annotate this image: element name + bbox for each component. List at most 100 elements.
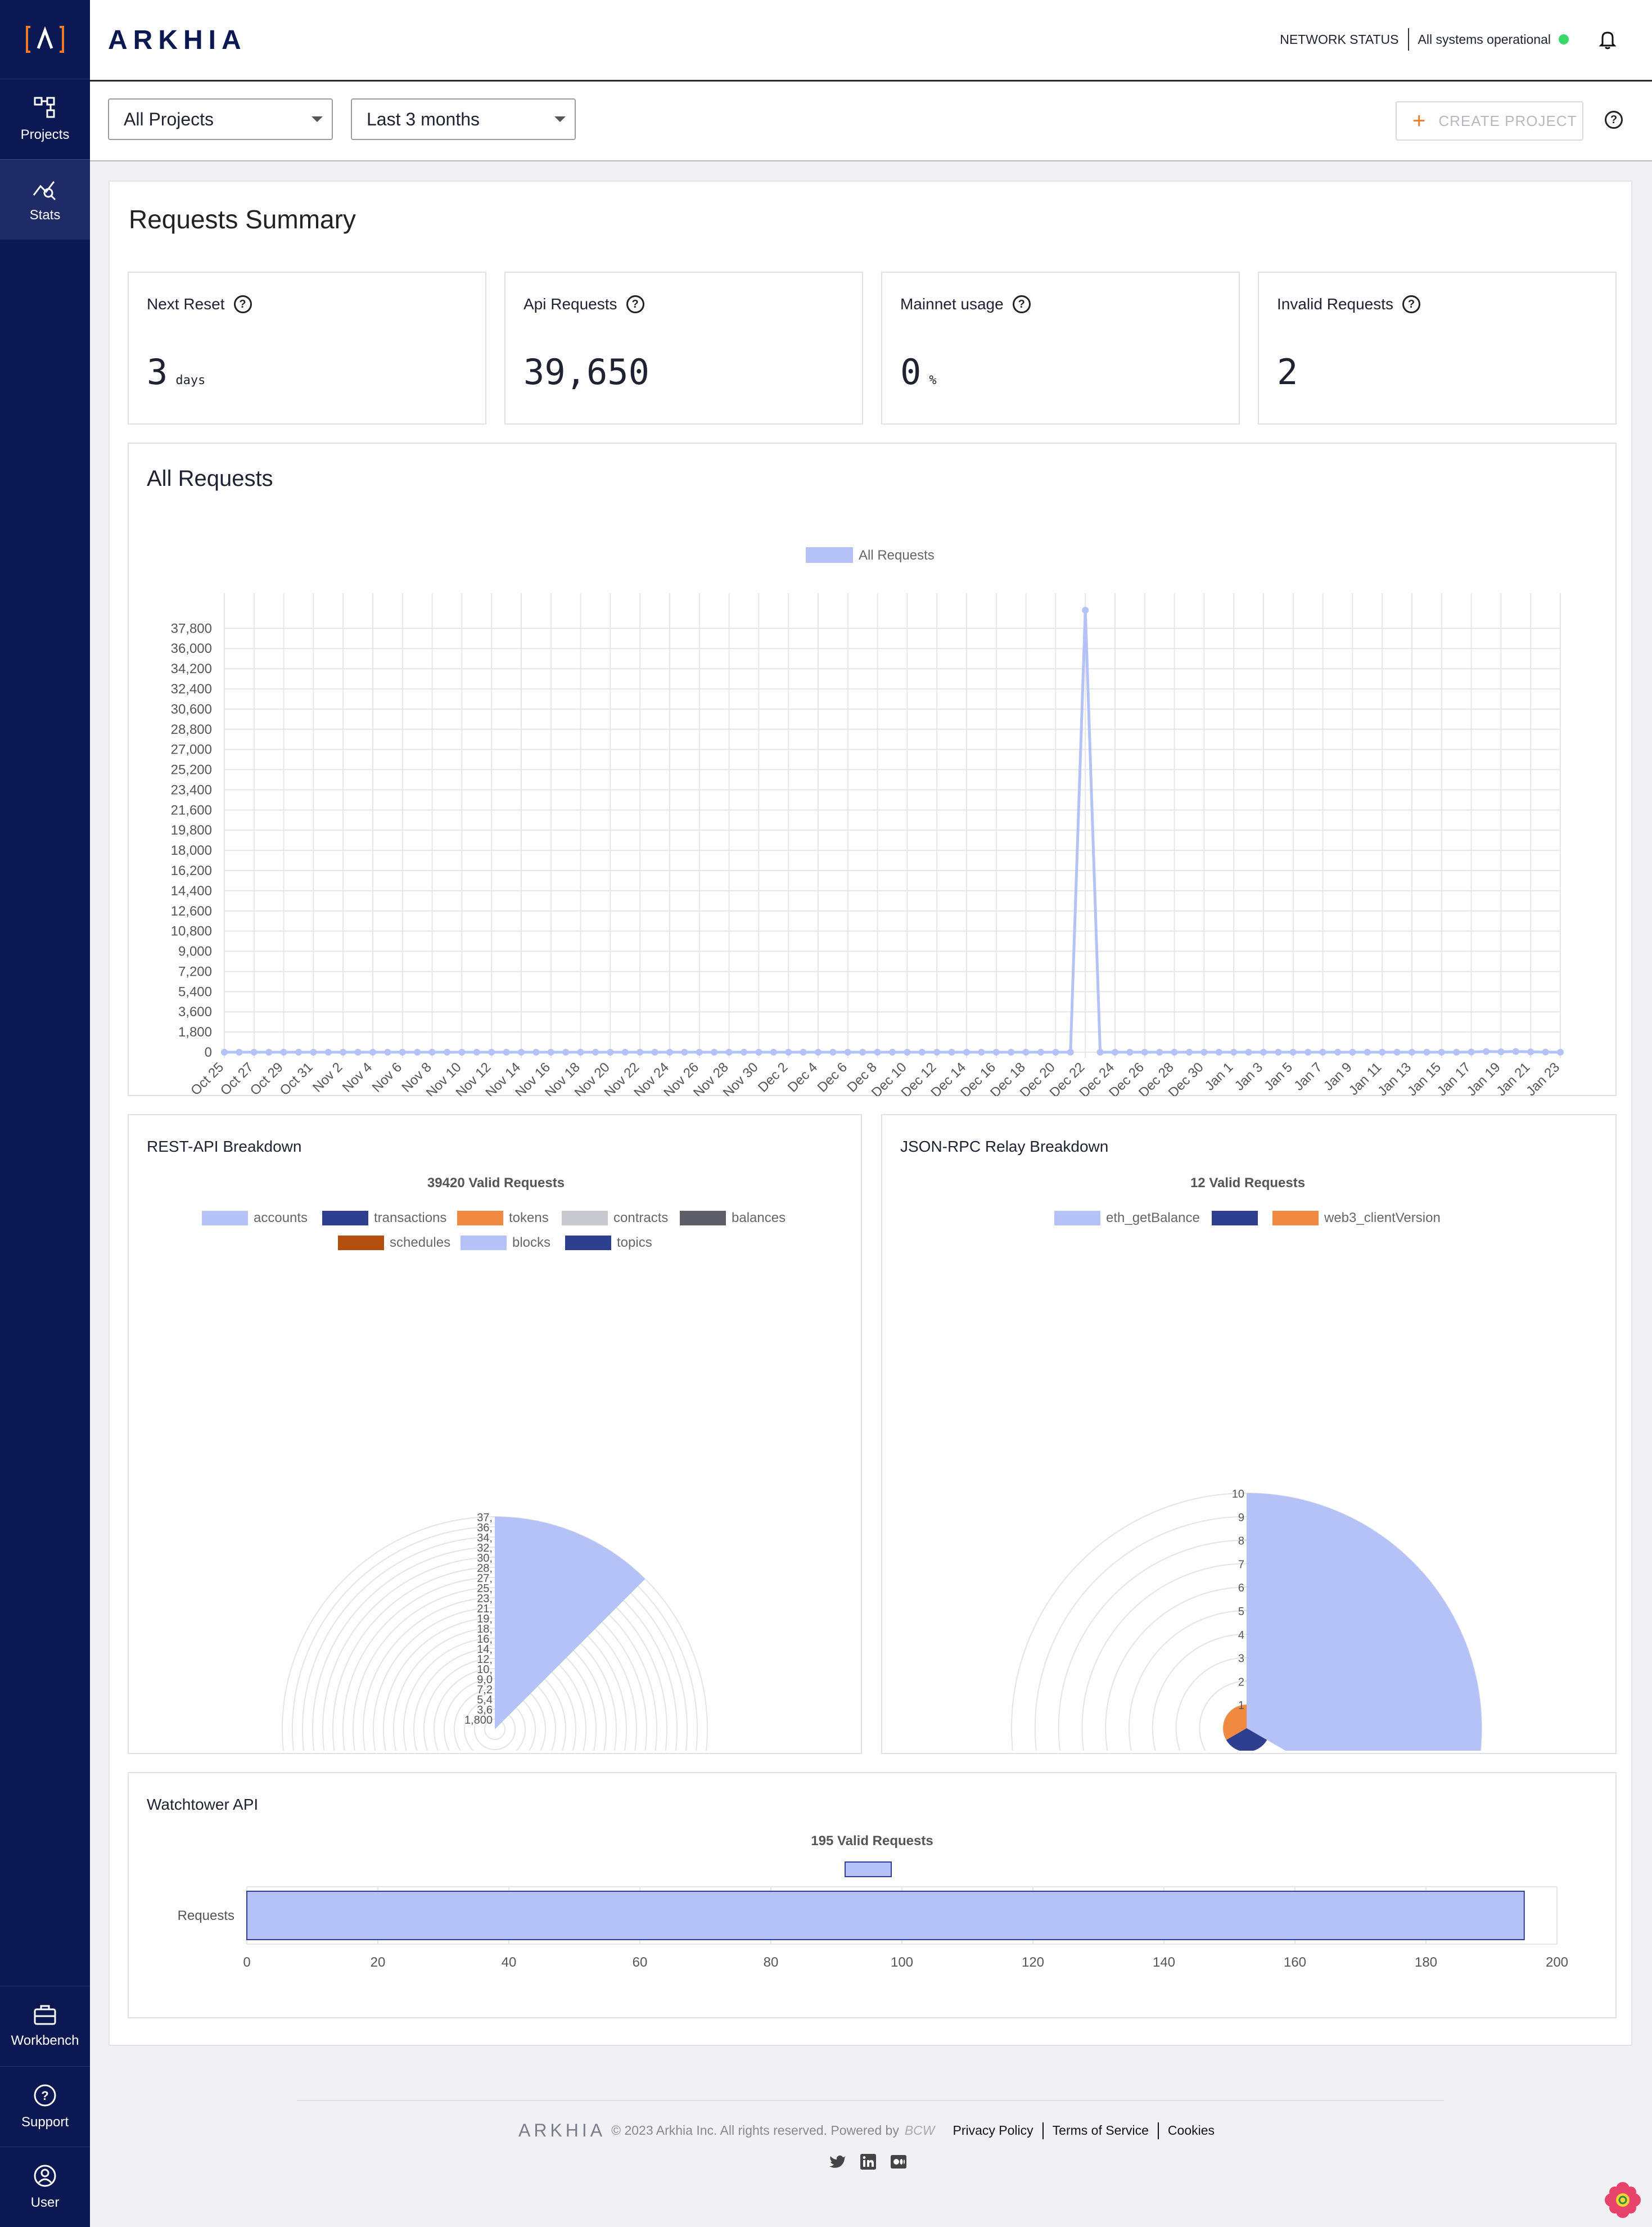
data-point [1215,1049,1222,1056]
r-tick-label: 27, [477,1572,493,1585]
y-tick-label: 18,000 [171,843,212,858]
project-select-value: All Projects [124,109,214,129]
data-point [829,1049,837,1056]
y-tick-label: 14,400 [171,883,212,899]
polar-segment [1226,1728,1267,1751]
y-tick-label: 23,400 [171,782,212,797]
project-select[interactable]: All Projects [108,98,333,140]
legend-swatch [562,1211,608,1225]
x-tick-label: Dec 2 [755,1060,791,1095]
data-point [770,1049,777,1056]
data-point [473,1049,480,1056]
r-tick-label: 2 [1238,1676,1244,1688]
bcw-logo[interactable]: BCW [904,2123,935,2138]
twitter-icon[interactable] [829,2153,847,2171]
data-point [310,1049,317,1056]
brand-logo[interactable]: ARKHIA [108,25,247,55]
data-point [1334,1049,1341,1056]
stat-label: Api Requests [523,295,617,313]
data-point [250,1049,258,1056]
data-point [1542,1048,1549,1056]
privacy-policy-link[interactable]: Privacy Policy [953,2123,1033,2138]
stat-card-api-requests: Api Requests? 39,650 [504,272,863,425]
sidebar-item-stats[interactable]: Stats [0,159,90,240]
sidebar-item-workbench[interactable]: Workbench [0,1986,90,2066]
x-tick-label: Jan 3 [1232,1060,1266,1094]
help-icon[interactable]: ? [1012,295,1031,313]
chevron-down-icon [312,116,323,122]
data-point [1497,1048,1505,1056]
help-icon[interactable]: ? [1402,295,1421,313]
data-point [1037,1049,1044,1056]
floating-badge[interactable] [1605,2182,1641,2218]
r-tick-label: 8 [1238,1535,1244,1548]
data-point [696,1049,703,1056]
terms-of-service-link[interactable]: Terms of Service [1052,2123,1149,2138]
network-status-label: NETWORK STATUS [1280,31,1399,47]
top-header: ARKHIA NETWORK STATUS All systems operat… [90,0,1652,82]
arkhia-logo-icon [26,26,64,53]
data-point [755,1049,762,1056]
x-tick-label: 80 [764,1955,779,1970]
footer: ARKHIA © 2023 Arkhia Inc. All rights res… [0,2120,1652,2141]
y-tick-label: 34,200 [171,661,212,677]
data-point [458,1049,466,1056]
help-icon[interactable]: ? [626,295,644,313]
data-point [1126,1049,1134,1056]
all-requests-card: All Requests All Requests 0 1,800 3,600 5,40… [128,443,1617,1096]
data-point [1171,1049,1178,1056]
create-project-button[interactable]: + CREATE PROJECT [1396,101,1583,141]
cookies-link[interactable]: Cookies [1167,2123,1215,2138]
r-tick-label: 16, [477,1633,493,1646]
chart-subtitle: 39420 Valid Requests [427,1175,565,1191]
data-point [1349,1049,1356,1056]
legend-swatch [457,1211,503,1225]
x-tick-label: 40 [502,1955,517,1970]
sidebar-item-user[interactable]: User [0,2147,90,2227]
r-tick-label: 18, [477,1623,493,1635]
sidebar-bottom: Workbench ? Support User [0,1986,90,2227]
legend-swatch [461,1236,507,1250]
r-tick-label: 3 [1238,1653,1244,1665]
app-logo[interactable] [0,0,90,79]
legend-label: accounts [254,1210,308,1225]
stat-label: Invalid Requests [1277,295,1394,313]
create-project-label: CREATE PROJECT [1438,112,1577,129]
y-tick-label: 7,200 [178,964,212,979]
data-point [221,1049,228,1056]
r-tick-label: 7 [1238,1558,1244,1571]
y-tick-label: 9,000 [178,944,212,959]
watchtower-bar-chart: 195 Valid Requests 0 20 40 60 80 100 120 140 160 1… [178,1833,1568,1970]
r-tick-label: 36, [477,1522,493,1534]
linkedin-icon[interactable] [859,2153,877,2171]
legend-label: schedules [390,1235,450,1250]
stat-value: 2 [1277,351,1298,393]
sidebar-item-support[interactable]: ? Support [0,2066,90,2147]
footer-logo: ARKHIA [518,2120,606,2140]
x-tick-label: 0 [243,1955,250,1970]
toolbar: All Projects Last 3 months + CREATE PROJ… [90,82,1652,161]
r-tick-label: 14, [477,1643,493,1656]
data-point [532,1049,540,1056]
data-point [978,1049,985,1056]
x-tick-label: 120 [1022,1955,1044,1970]
y-tick-label: 0 [205,1045,212,1060]
sidebar-item-projects[interactable]: Projects [0,79,90,159]
bell-icon[interactable] [1598,29,1617,49]
x-tick-label: Oct 31 [277,1060,316,1096]
data-point [1008,1049,1015,1056]
toolbar-help[interactable]: ? [1605,111,1623,129]
data-point [859,1049,866,1056]
data-point [874,1049,881,1056]
x-tick-label: 180 [1415,1955,1437,1970]
x-tick-label: Jan 7 [1291,1060,1325,1094]
help-icon[interactable]: ? [233,295,252,313]
medium-icon[interactable] [890,2153,908,2171]
network-status: NETWORK STATUS All systems operational [1280,28,1617,51]
data-point [1409,1049,1415,1056]
data-point [488,1049,495,1056]
r-tick-label: 32, [477,1542,493,1554]
date-range-select[interactable]: Last 3 months [351,98,576,140]
y-tick-label: 27,000 [171,742,212,758]
sidebar-item-label: Support [21,2115,69,2130]
